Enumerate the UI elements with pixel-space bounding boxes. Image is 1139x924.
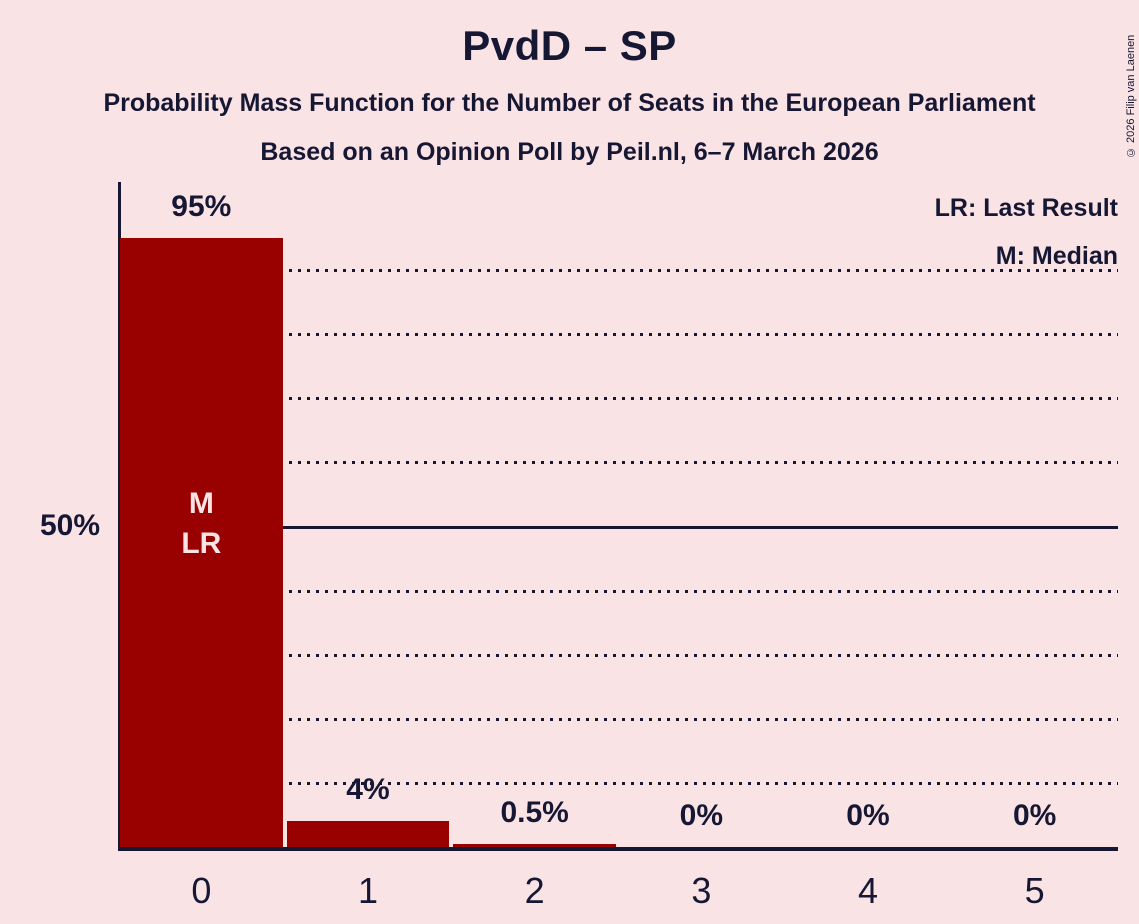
gridline-dotted-10pct — [118, 781, 1118, 785]
bar-seats-0 — [120, 238, 283, 847]
gridline-dotted-70pct — [118, 397, 1118, 401]
legend-median: M: Median — [995, 242, 1118, 270]
copyright-notice: © 2026 Filip van Laenen — [1125, 34, 1137, 158]
chart-source-note: Based on an Opinion Poll by Peil.nl, 6–7… — [260, 138, 879, 166]
median-last-result-annotation: M LR — [181, 487, 222, 560]
gridline-dotted-30pct — [118, 653, 1118, 657]
bar-value-label-5: 0% — [1012, 799, 1057, 832]
x-tick-label-0: 0 — [191, 870, 212, 911]
x-axis-line — [118, 847, 1118, 851]
gridline-dotted-80pct — [118, 333, 1118, 337]
bar-seats-1 — [286, 821, 450, 847]
x-tick-label-2: 2 — [524, 870, 545, 911]
y-axis-50pct-label: 50% — [39, 509, 100, 542]
chart-title: PvdD – SP — [462, 22, 677, 69]
gridline-dotted-40pct — [118, 589, 1118, 593]
x-tick-label-3: 3 — [691, 870, 712, 911]
gridline-dotted-20pct — [118, 717, 1118, 721]
bar-value-label-2: 0.5% — [500, 795, 569, 829]
legend-last-result: LR: Last Result — [934, 194, 1118, 222]
chart-legend: LR: Last Result M: Median — [935, 184, 1118, 280]
gridline-dotted-60pct — [118, 461, 1118, 465]
gridline-solid-50pct — [118, 525, 1118, 529]
x-tick-label-4: 4 — [857, 870, 878, 911]
gridline-dotted-90pct — [118, 269, 1118, 273]
x-tick-label-5: 5 — [1024, 870, 1045, 911]
y-axis-line — [118, 182, 121, 851]
bar-value-label-4: 0% — [846, 799, 890, 832]
chart-subtitle: Probability Mass Function for the Number… — [103, 89, 1036, 117]
bar-value-label-0: 95% — [171, 190, 232, 224]
x-tick-label-1: 1 — [357, 870, 378, 911]
bar-seats-2 — [453, 843, 616, 847]
bar-value-label-3: 0% — [679, 799, 723, 832]
bar-value-label-1: 4% — [346, 773, 390, 807]
